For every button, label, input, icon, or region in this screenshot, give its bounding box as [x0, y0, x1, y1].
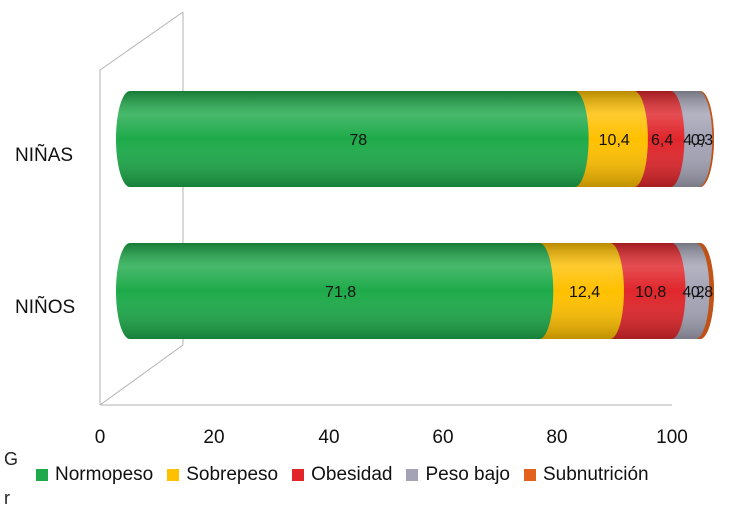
- x-tick-label-0: 0: [95, 427, 106, 448]
- axis-frame: [99, 11, 672, 406]
- data-label-ninas-3: 4,9: [683, 132, 705, 149]
- legend-swatch: [523, 469, 536, 481]
- legend-label: Obesidad: [311, 464, 393, 485]
- stacked-bar-chart: 78 10,4 6,4 4,90,3 71,8 12,4 10,8 4,20,8 0 20 40 6…: [15, 11, 714, 448]
- legend-item-subnutrición: Subnutrición: [523, 464, 649, 486]
- bars-layer: [116, 91, 714, 339]
- x-tick-label-40: 40: [318, 427, 339, 448]
- bar-ninas-normopeso: [116, 91, 589, 187]
- category-label-1: NIÑOS: [15, 296, 75, 318]
- data-labels-layer: 78 10,4 6,4 4,90,3 71,8 12,4 10,8 4,20,8: [325, 132, 713, 301]
- category-label-0: NIÑAS: [15, 144, 73, 166]
- legend-label: Normopeso: [55, 464, 154, 485]
- legend-item-obesidad: Obesidad: [292, 464, 392, 486]
- x-tick-label-80: 80: [546, 427, 567, 448]
- data-label-ninas-1: 10,4: [599, 132, 630, 149]
- legend-item-sobrepeso: Sobrepeso: [167, 464, 278, 486]
- legend-swatch: [406, 469, 419, 481]
- data-label-ninas-2: 6,4: [651, 132, 673, 149]
- bar-ninos-normopeso: [116, 243, 554, 339]
- data-label-ninas-0: 78: [349, 132, 367, 149]
- x-axis-ticks: 0 20 40 60 80 100: [95, 427, 688, 448]
- legend-label: Subnutrición: [542, 464, 649, 485]
- x-tick-label-100: 100: [656, 427, 688, 448]
- data-label-ninos-2: 10,8: [635, 284, 666, 301]
- data-label-ninos-1: 12,4: [569, 284, 600, 301]
- legend-label: Sobrepeso: [186, 464, 279, 485]
- legend-swatch: [167, 469, 180, 481]
- legend-swatch: [292, 469, 305, 481]
- bar-shading: [116, 91, 589, 187]
- x-tick-label-60: 60: [432, 427, 453, 448]
- legend-item-normopeso: Normopeso: [36, 464, 153, 486]
- data-label-ninos-4: 0,8: [691, 284, 713, 301]
- legend: Normopeso Sobrepeso Obesidad Peso bajo Subnu…: [36, 464, 649, 486]
- data-label-ninas-4: 0,3: [691, 132, 713, 149]
- y-axis-categories: NIÑAS NIÑOS: [15, 144, 75, 318]
- data-label-ninos-0: 71,8: [325, 284, 356, 301]
- stray-text-2: r: [4, 488, 10, 508]
- x-tick-label-20: 20: [203, 427, 224, 448]
- legend-swatch: [36, 469, 48, 481]
- legend-label: Peso bajo: [425, 464, 510, 485]
- data-label-ninos-3: 4,2: [682, 284, 704, 301]
- legend-item-peso-bajo: Peso bajo: [406, 464, 510, 486]
- bar-shading: [116, 243, 554, 339]
- stray-text-1: G: [4, 449, 19, 469]
